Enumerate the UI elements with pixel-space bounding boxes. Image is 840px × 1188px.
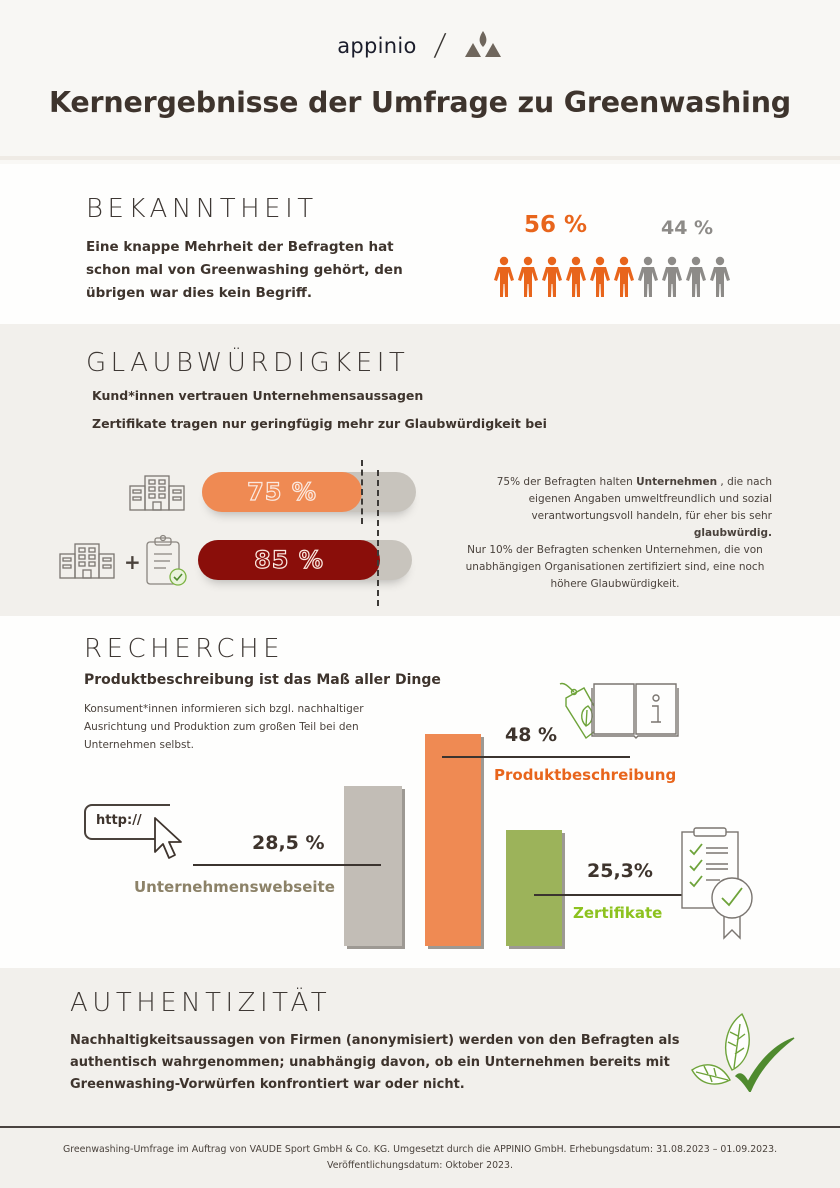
section-title: GLAUBWÜRDIGKEIT [86,348,410,378]
footer-line-1: Greenwashing-Umfrage im Auftrag von VAUD… [62,1144,778,1155]
person-icon [709,256,731,302]
value-produktbeschreibung: 48 % [505,724,558,746]
logo-separator: / [432,28,448,63]
section-recherche: RECHERCHE Produktbeschreibung ist das Ma… [0,616,840,968]
desc-text: , die nach eigenen Angaben umweltfreundl… [528,476,772,522]
value-zertifikate: 25,3% [587,860,653,882]
label-produktbeschreibung: Produktbeschreibung [494,766,677,784]
header: appinio / Kernergebnisse der Umfrage zu … [0,0,840,160]
credibility-bar-companies: 75 % [202,472,362,512]
section-glaubwuerdigkeit: GLAUBWÜRDIGKEIT Kund*innen vertrauen Unt… [0,324,840,616]
section-bekanntheit: BEKANNTHEIT Eine knappe Mehrheit der Bef… [0,164,840,324]
person-icon [589,256,611,302]
building-icon [58,542,116,584]
footer-text: Greenwashing-Umfrage im Auftrag von VAUD… [0,1142,840,1174]
desc-bold: glaubwürdig. [693,527,772,539]
person-icon [493,256,515,302]
label-unternehmenswebseite: Unternehmenswebseite [134,878,335,896]
bar-zertifikate [506,830,562,946]
bekanntheit-text: Eine knappe Mehrheit der Befragten hat s… [86,239,403,301]
person-icon [613,256,635,302]
desc-text: 75% der Befragten halten [496,476,637,488]
recherche-text: Konsument*innen informieren sich bzgl. n… [84,703,364,751]
footer-line-2: Veröffentlichungsdatum: Oktober 2023. [327,1160,513,1171]
person-icon [541,256,563,302]
desc-bold: Unternehmen [636,476,718,488]
vaude-logo-icon [463,29,503,63]
logo-bar: appinio / [0,28,840,63]
http-label: http:// [96,813,142,828]
credibility-description-1: 75% der Befragten halten Unternehmen , d… [452,474,772,542]
certified-checklist-icon [680,826,760,948]
people-pictogram [493,256,731,302]
authentizitaet-text: Nachhaltigkeitsaussagen von Firmen (anon… [70,1033,680,1092]
recherche-subtitle: Produktbeschreibung ist das Maß aller Di… [84,672,441,688]
credibility-bar-certified: 85 % [198,540,380,580]
person-icon [685,256,707,302]
person-icon [517,256,539,302]
bar-produktbeschreibung [425,734,481,946]
certified-clipboard-icon [144,534,190,592]
leader-line [534,894,684,896]
leaf-check-icon [690,1012,800,1096]
leader-line [442,756,630,758]
person-icon [637,256,659,302]
building-icon [128,474,186,516]
section-title: BEKANNTHEIT [86,194,318,224]
section-title: RECHERCHE [84,634,285,664]
mouse-cursor-icon [152,816,186,866]
person-icon [565,256,587,302]
label-zertifikate: Zertifikate [573,904,663,922]
appinio-logo: appinio [337,33,417,58]
subtitle-1: Kund*innen vertrauen Unternehmensaussage… [92,388,424,403]
value-unternehmenswebseite: 28,5 % [252,832,325,854]
marker-line-85 [377,470,379,606]
known-percentage: 56 % [524,212,588,238]
page-title: Kernergebnisse der Umfrage zu Greenwashi… [49,86,791,119]
credibility-description-2: Nur 10% der Befragten schenken Unternehm… [465,544,765,590]
plus-icon: + [124,550,141,574]
browser-url-icon: http:// [84,804,170,840]
bar-unternehmenswebseite [344,786,402,946]
section-authentizitaet: AUTHENTIZITÄT Nachhaltigkeitsaussagen vo… [0,968,840,1128]
info-book-icon [590,678,680,744]
section-title: AUTHENTIZITÄT [70,988,332,1018]
footer: Greenwashing-Umfrage im Auftrag von VAUD… [0,1126,840,1188]
person-icon [661,256,683,302]
subtitle-2: Zertifikate tragen nur geringfügig mehr … [92,416,547,431]
leader-line [193,864,381,866]
marker-line-75 [361,460,363,524]
unknown-percentage: 44 % [661,217,714,239]
